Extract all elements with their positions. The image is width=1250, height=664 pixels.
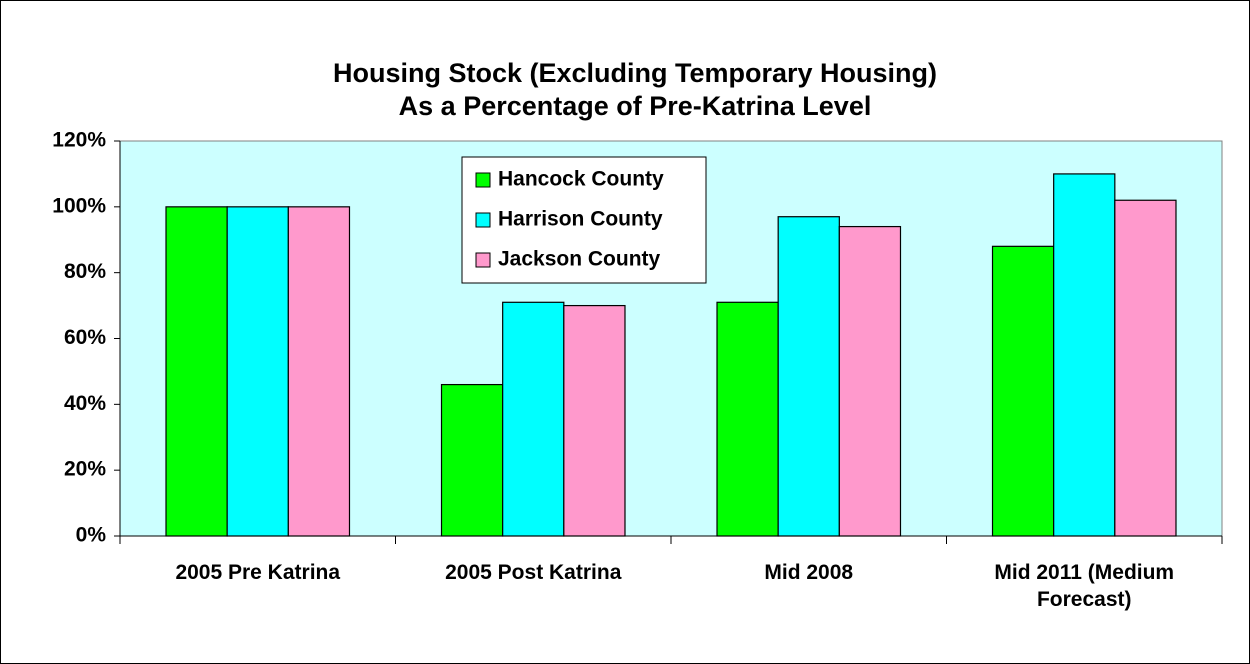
chart-subtitle: As a Percentage of Pre-Katrina Level xyxy=(399,91,872,121)
y-tick-label: 0% xyxy=(76,524,107,547)
legend-box xyxy=(461,156,707,284)
y-tick-label: 100% xyxy=(52,194,106,217)
bar xyxy=(838,225,902,537)
bar xyxy=(502,301,565,537)
x-tick-label: Mid 2011 (Medium Forecast) xyxy=(994,561,1175,611)
legend-label: Harrison County xyxy=(498,208,663,231)
bar xyxy=(165,206,228,537)
x-tick-label: 2005 Pre Katrina xyxy=(175,561,341,584)
bar xyxy=(440,383,504,537)
legend-swatch xyxy=(475,212,491,228)
bar xyxy=(287,206,351,537)
x-tick-label: Mid 2008 xyxy=(764,561,854,584)
legend-swatch xyxy=(475,172,491,188)
y-tick-label: 120% xyxy=(52,129,106,152)
y-tick-label: 40% xyxy=(64,392,106,415)
chart-title: Housing Stock (Excluding Temporary Housi… xyxy=(333,58,937,88)
legend-label: Hancock County xyxy=(498,168,664,191)
y-tick-label: 20% xyxy=(64,458,106,481)
y-tick-label: 80% xyxy=(64,260,106,283)
bar xyxy=(1053,173,1116,537)
bar xyxy=(991,245,1055,537)
bar xyxy=(1114,199,1177,537)
bar xyxy=(716,301,779,537)
bar xyxy=(777,216,840,537)
x-tick-label: 2005 Post Katrina xyxy=(445,561,622,584)
y-tick-label: 60% xyxy=(64,326,106,349)
bar xyxy=(226,206,289,537)
legend-label: Jackson County xyxy=(498,248,661,271)
bar xyxy=(563,304,626,537)
legend-swatch xyxy=(475,252,491,268)
